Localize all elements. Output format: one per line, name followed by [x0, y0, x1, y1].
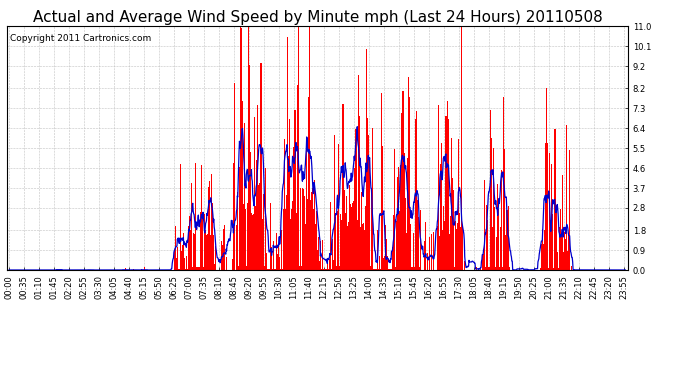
Title: Actual and Average Wind Speed by Minute mph (Last 24 Hours) 20110508: Actual and Average Wind Speed by Minute … [32, 10, 602, 25]
Text: Copyright 2011 Cartronics.com: Copyright 2011 Cartronics.com [10, 34, 151, 43]
